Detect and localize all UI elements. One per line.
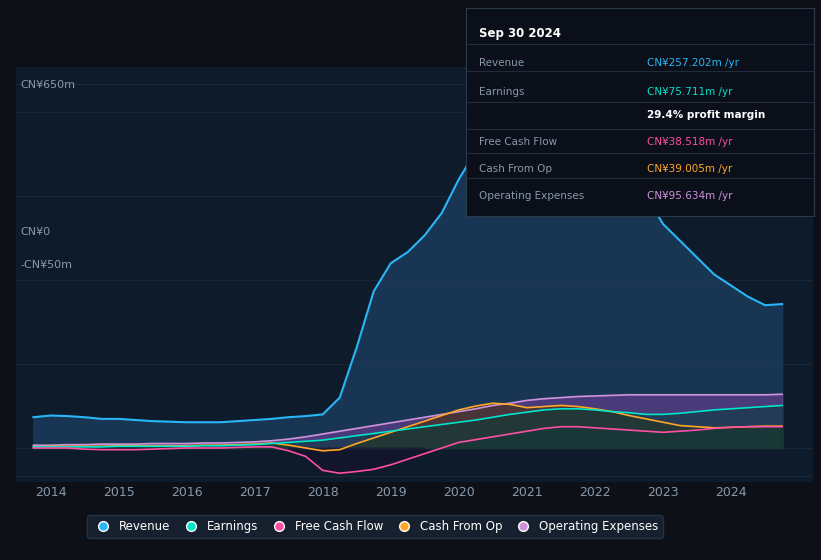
Text: Earnings: Earnings — [479, 87, 525, 97]
Text: CN¥0: CN¥0 — [21, 227, 51, 237]
Text: CN¥75.711m /yr: CN¥75.711m /yr — [647, 87, 732, 97]
Text: CN¥650m: CN¥650m — [21, 80, 76, 90]
Text: Cash From Op: Cash From Op — [479, 164, 553, 174]
Text: CN¥38.518m /yr: CN¥38.518m /yr — [647, 137, 732, 147]
Text: CN¥257.202m /yr: CN¥257.202m /yr — [647, 58, 739, 68]
Text: -CN¥50m: -CN¥50m — [21, 260, 72, 270]
Text: Operating Expenses: Operating Expenses — [479, 191, 585, 200]
Legend: Revenue, Earnings, Free Cash Flow, Cash From Op, Operating Expenses: Revenue, Earnings, Free Cash Flow, Cash … — [87, 515, 663, 538]
Text: Sep 30 2024: Sep 30 2024 — [479, 27, 562, 40]
Text: CN¥95.634m /yr: CN¥95.634m /yr — [647, 191, 732, 200]
Text: Revenue: Revenue — [479, 58, 525, 68]
Text: Free Cash Flow: Free Cash Flow — [479, 137, 557, 147]
Text: CN¥39.005m /yr: CN¥39.005m /yr — [647, 164, 732, 174]
Text: 29.4% profit margin: 29.4% profit margin — [647, 110, 765, 120]
